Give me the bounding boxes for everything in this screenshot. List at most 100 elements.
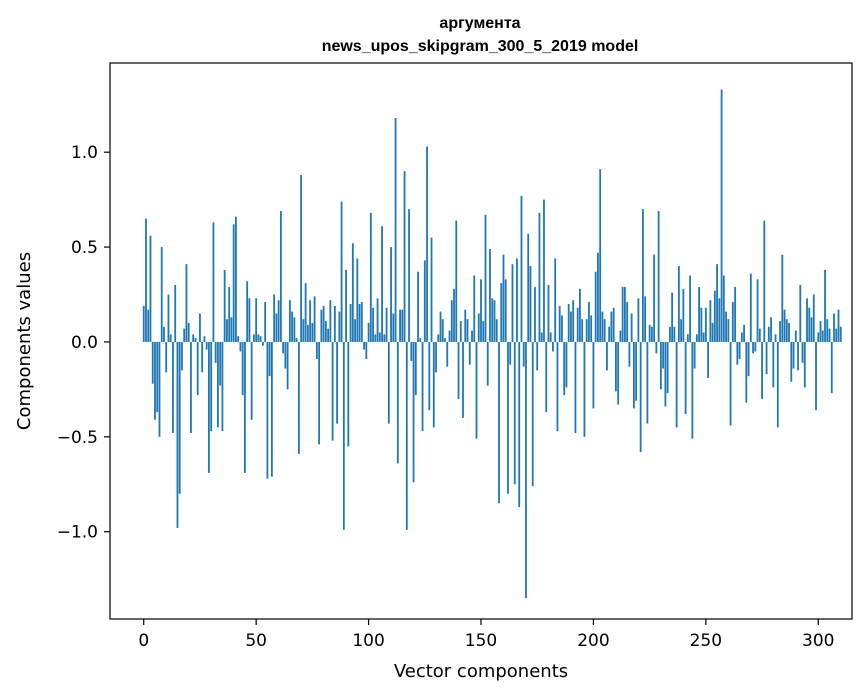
bar-108 bbox=[385, 307, 388, 342]
bar-12 bbox=[169, 334, 172, 342]
bar-274 bbox=[758, 328, 761, 342]
bar-291 bbox=[797, 341, 799, 371]
bar-267 bbox=[743, 324, 745, 342]
bar-129 bbox=[432, 341, 435, 428]
bar-147 bbox=[473, 275, 476, 342]
x-tick-label: 150 bbox=[465, 631, 497, 651]
bar-239 bbox=[680, 319, 683, 342]
bar-250 bbox=[704, 307, 707, 342]
bar-80 bbox=[322, 305, 325, 342]
bar-289 bbox=[792, 341, 795, 369]
bar-133 bbox=[441, 319, 444, 342]
bar-198 bbox=[588, 302, 590, 342]
bar-272 bbox=[754, 341, 757, 352]
bar-211 bbox=[617, 341, 620, 405]
bar-301 bbox=[819, 321, 822, 342]
bar-168 bbox=[520, 195, 523, 342]
bar-42 bbox=[237, 336, 240, 342]
x-tick-label: 250 bbox=[690, 631, 722, 651]
bar-269 bbox=[747, 341, 750, 377]
bar-52 bbox=[259, 336, 262, 342]
bar-226 bbox=[650, 326, 653, 342]
bar-253 bbox=[711, 322, 714, 342]
bar-181 bbox=[549, 332, 552, 342]
bar-3 bbox=[149, 235, 152, 342]
bar-259 bbox=[725, 311, 727, 342]
bar-309 bbox=[837, 309, 840, 342]
bar-56 bbox=[268, 341, 271, 377]
bar-128 bbox=[430, 237, 433, 342]
bar-54 bbox=[264, 302, 267, 342]
bar-299 bbox=[815, 341, 817, 411]
bar-45 bbox=[244, 341, 246, 473]
bar-112 bbox=[394, 118, 397, 342]
bar-102 bbox=[372, 307, 374, 342]
bar-238 bbox=[677, 266, 680, 342]
bar-62 bbox=[282, 341, 285, 354]
bar-248 bbox=[700, 307, 703, 342]
bar-120 bbox=[412, 341, 415, 483]
bar-305 bbox=[828, 328, 831, 342]
bar-17 bbox=[181, 341, 183, 371]
bar-175 bbox=[536, 341, 539, 371]
bar-196 bbox=[583, 341, 586, 437]
bar-159 bbox=[500, 283, 503, 342]
bar-200 bbox=[592, 341, 595, 409]
bar-20 bbox=[187, 322, 190, 342]
bar-91 bbox=[347, 341, 350, 447]
bar-158 bbox=[498, 341, 500, 504]
bar-153 bbox=[486, 341, 489, 386]
bar-308 bbox=[835, 328, 838, 342]
bar-29 bbox=[208, 341, 210, 473]
bar-208 bbox=[610, 311, 613, 342]
bar-225 bbox=[648, 324, 651, 342]
bar-220 bbox=[637, 298, 640, 342]
bar-290 bbox=[794, 330, 797, 342]
bar-276 bbox=[763, 220, 766, 342]
bar-85 bbox=[333, 305, 336, 342]
bar-242 bbox=[686, 334, 689, 342]
bar-165 bbox=[513, 341, 516, 485]
bar-296 bbox=[808, 307, 811, 342]
bar-265 bbox=[738, 341, 741, 360]
bar-34 bbox=[219, 341, 222, 386]
bar-11 bbox=[167, 294, 170, 342]
bar-203 bbox=[599, 169, 602, 342]
bar-178 bbox=[543, 199, 545, 342]
bar-292 bbox=[799, 285, 802, 342]
bar-295 bbox=[806, 298, 808, 342]
bar-263 bbox=[734, 286, 736, 342]
bar-1 bbox=[145, 218, 147, 342]
bar-10 bbox=[165, 341, 168, 373]
bar-26 bbox=[201, 341, 204, 373]
bar-135 bbox=[446, 341, 449, 367]
bar-61 bbox=[279, 211, 282, 342]
bar-166 bbox=[516, 258, 518, 342]
bar-183 bbox=[554, 258, 557, 342]
bar-115 bbox=[401, 309, 404, 342]
bar-78 bbox=[318, 341, 321, 445]
bar-177 bbox=[540, 332, 543, 342]
bar-204 bbox=[601, 311, 604, 342]
bar-189 bbox=[567, 304, 570, 342]
bar-218 bbox=[633, 341, 635, 409]
bar-188 bbox=[565, 341, 568, 388]
bar-216 bbox=[628, 341, 631, 367]
bar-213 bbox=[621, 286, 624, 342]
bar-144 bbox=[466, 319, 469, 342]
bar-30 bbox=[210, 341, 213, 432]
bar-266 bbox=[740, 332, 743, 342]
bar-103 bbox=[374, 334, 377, 342]
bar-98 bbox=[363, 341, 365, 350]
bar-302 bbox=[821, 330, 824, 342]
bar-4 bbox=[151, 341, 154, 384]
bar-185 bbox=[558, 305, 561, 342]
bar-215 bbox=[626, 302, 629, 342]
bar-43 bbox=[239, 341, 242, 352]
x-axis-ticks: 0 50 100 150 200 250 300 bbox=[138, 619, 834, 651]
bar-67 bbox=[293, 317, 296, 342]
bar-197 bbox=[585, 319, 588, 342]
bar-155 bbox=[491, 298, 494, 342]
bar-118 bbox=[408, 209, 410, 342]
bar-223 bbox=[644, 296, 647, 342]
